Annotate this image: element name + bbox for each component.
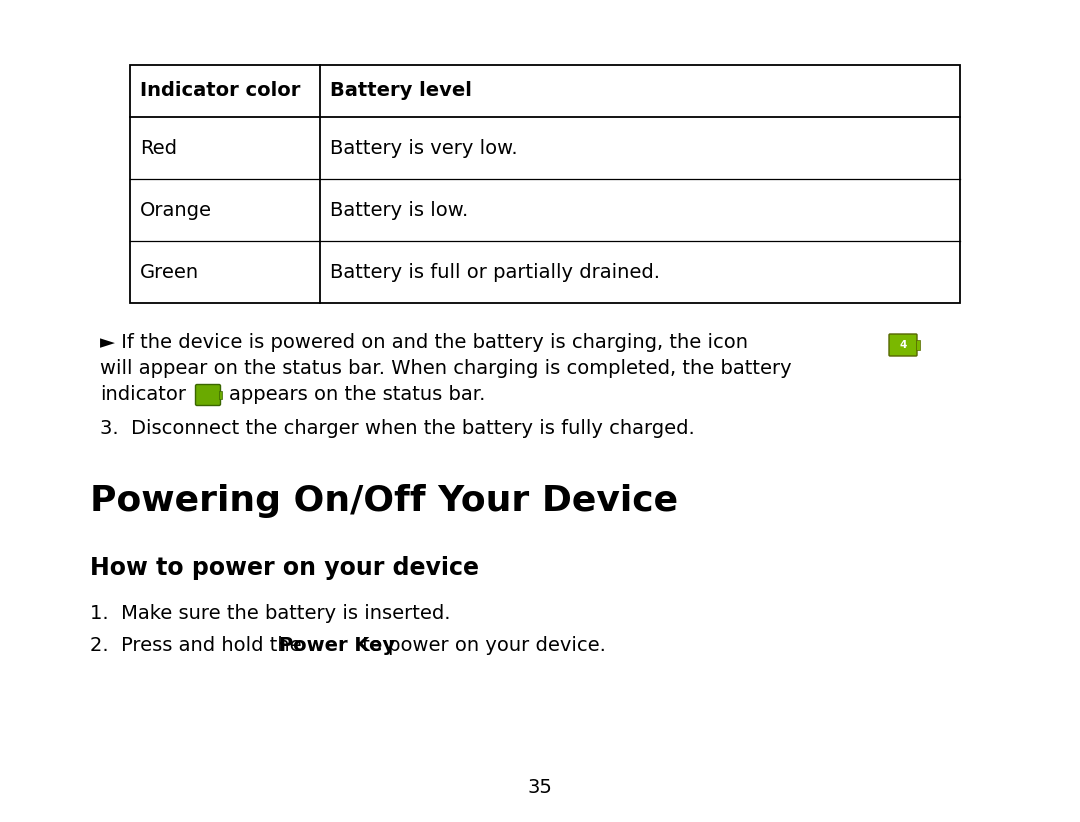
Text: Power Key: Power Key (279, 636, 394, 655)
Text: indicator: indicator (100, 385, 186, 404)
FancyBboxPatch shape (195, 385, 220, 405)
Text: will appear on the status bar. When charging is completed, the battery: will appear on the status bar. When char… (100, 359, 792, 378)
Text: Green: Green (140, 262, 199, 281)
Text: Battery is very low.: Battery is very low. (330, 138, 517, 158)
Text: 2.  Press and hold the: 2. Press and hold the (90, 636, 308, 655)
FancyBboxPatch shape (889, 334, 917, 356)
Text: Powering On/Off Your Device: Powering On/Off Your Device (90, 484, 678, 518)
Bar (130, 65, 960, 303)
Text: Battery level: Battery level (330, 81, 472, 100)
Text: ► If the device is powered on and the battery is charging, the icon: ► If the device is powered on and the ba… (100, 333, 748, 352)
Text: Battery is full or partially drained.: Battery is full or partially drained. (330, 262, 660, 281)
Text: 3.  Disconnect the charger when the battery is fully charged.: 3. Disconnect the charger when the batte… (100, 419, 694, 438)
Text: Red: Red (140, 138, 177, 158)
Text: Orange: Orange (140, 201, 212, 219)
Text: 35: 35 (527, 778, 553, 797)
Text: Battery is low.: Battery is low. (330, 201, 469, 219)
Text: to power on your device.: to power on your device. (356, 636, 606, 655)
Text: 4: 4 (900, 340, 907, 350)
Bar (916, 340, 920, 350)
Text: 1.  Make sure the battery is inserted.: 1. Make sure the battery is inserted. (90, 604, 450, 623)
Text: How to power on your device: How to power on your device (90, 556, 480, 580)
Bar (219, 391, 222, 399)
Text: Indicator color: Indicator color (140, 81, 300, 100)
Text: appears on the status bar.: appears on the status bar. (229, 385, 485, 404)
